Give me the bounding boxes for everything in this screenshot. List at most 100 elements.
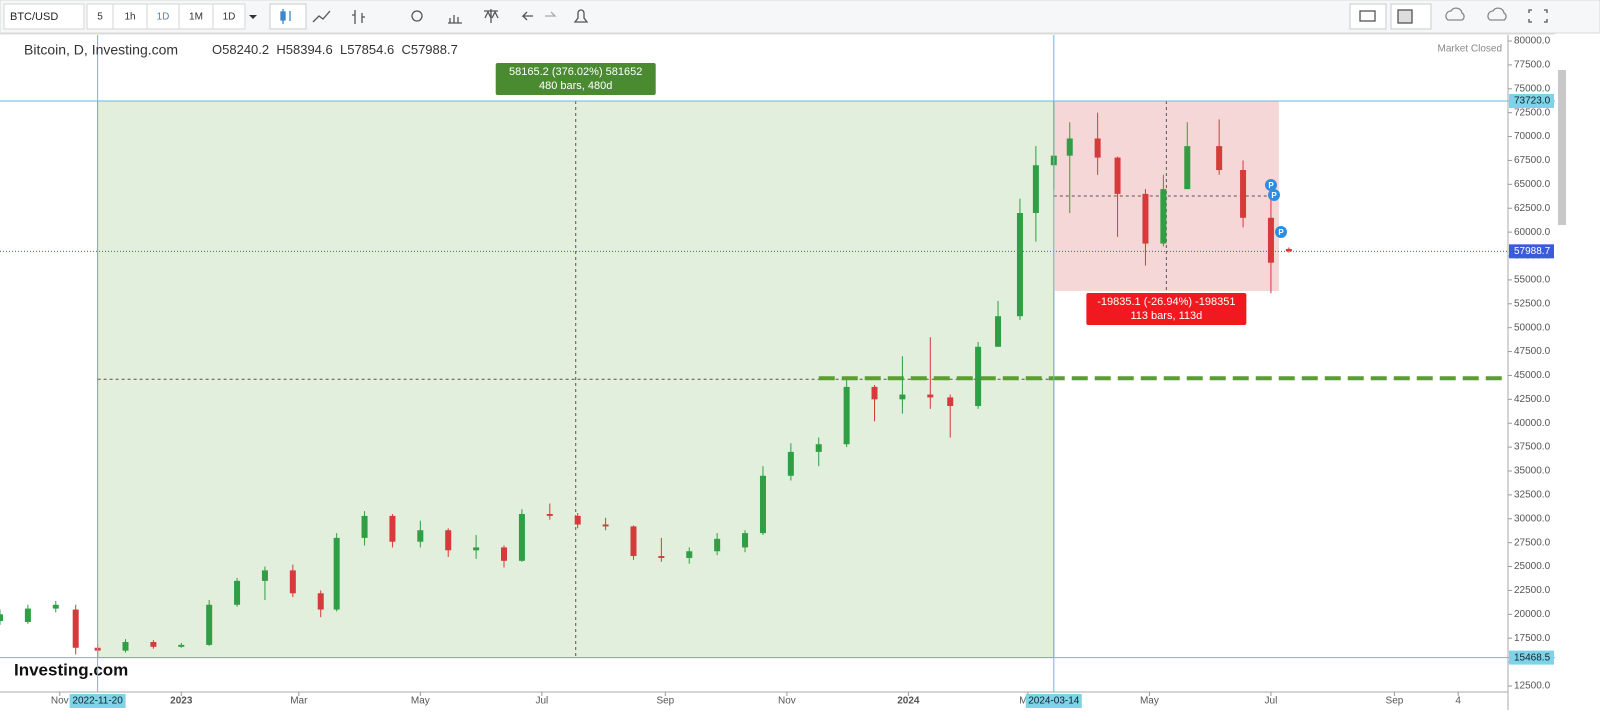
date-highlight-label: 2022-11-20 [72,696,123,707]
ohlc-value: 58394.6 [286,42,333,57]
event-marker[interactable] [1275,226,1287,238]
x-tick-label: Sep [1386,696,1404,707]
icon[interactable] [521,11,533,21]
icon [280,11,286,21]
y-tick-label: 40000.0 [1514,418,1551,429]
ohlc-value: 57854.6 [347,42,394,57]
candle-body [518,513,525,561]
candle-body [714,538,721,552]
y-tick-label: 62500.0 [1514,203,1551,214]
candle-body [473,547,480,551]
icon[interactable] [545,11,557,17]
y-tick-label: 72500.0 [1514,107,1551,118]
candle-body [759,475,766,534]
icon[interactable] [1528,9,1548,23]
watermark: Investing.com [14,660,128,679]
ohlc-value: 57988.7 [411,42,458,57]
y-tick-label: 50000.0 [1514,322,1551,333]
x-tick-label: Jul [1265,696,1278,707]
x-tick-label: Nov [778,696,796,707]
icon[interactable] [1445,7,1465,21]
interval-button[interactable] [112,3,148,30]
y-tick-label: 65000.0 [1514,179,1551,190]
interval-label: 1M [189,12,203,23]
candle-body [500,547,507,561]
candle-body [630,526,637,557]
icon[interactable] [573,9,589,23]
x-tick-label: Sep [656,696,674,707]
icon [312,10,331,23]
icon[interactable] [411,10,423,22]
candle-body [1142,193,1149,244]
y-tick-label: 60000.0 [1514,227,1551,238]
candle-body [1216,146,1223,171]
y-tick-label: 55000.0 [1514,275,1551,286]
y-tick-label: 47500.0 [1514,346,1551,357]
x-tick-label: May [411,696,430,707]
y-tick-label: 30000.0 [1514,513,1551,524]
ohlc-key: C [401,42,410,57]
x-tick-label: Mar [290,696,308,707]
icon [352,10,365,24]
y-tick-label: 80000.0 [1514,36,1551,47]
ohlc-legend: O58240.2 H58394.6 L57854.6 C57988.7 [212,42,458,57]
y-tick-label: 22500.0 [1514,585,1551,596]
legend-gap [333,42,340,57]
candle-body [150,642,157,647]
symbol[interactable]: BTC/USD [10,11,58,23]
screenshot[interactable] [1349,3,1387,30]
candle-body [417,530,424,542]
candle-body [261,570,268,581]
y-tick-label: 70000.0 [1514,131,1551,142]
event-marker[interactable] [1265,179,1277,191]
event-marker[interactable] [1268,189,1280,201]
dropdown [249,15,257,19]
interval-label: 1h [124,12,135,23]
icon[interactable] [448,15,462,24]
x-tick-label: 2024 [897,696,920,707]
measure-label-box [1086,292,1247,325]
candle-body [602,524,609,527]
candle-body [1267,217,1274,263]
interval-button[interactable] [146,3,180,30]
y-tick-label: 37500.0 [1514,442,1551,453]
y-tick-label: 52500.0 [1514,298,1551,309]
icon[interactable] [484,9,499,23]
x-tick-label: Nov [51,696,69,707]
interval-label: 1D [223,12,236,23]
chart-title: Bitcoin, D, Investing.com [24,42,178,58]
y-tick-label: 67500.0 [1514,155,1551,166]
candle-body [234,580,241,605]
price-highlight-label: 73723.0 [1514,96,1551,107]
y-tick-label: 17500.0 [1514,633,1551,644]
icon[interactable] [1487,7,1507,21]
price-highlight [1509,650,1554,665]
candle-body [445,530,452,551]
scrollbar[interactable] [1558,70,1566,225]
date-highlight [1025,694,1082,708]
event-marker-label: P [1268,181,1274,190]
y-tick-label: 12500.0 [1514,681,1551,692]
measure-label: 113 bars, 113d [1130,310,1202,322]
last-price-tag [1509,244,1554,259]
candle-body [317,593,324,610]
candle-body [574,515,581,525]
measure-label: -19835.1 (-26.94%) -198351 [1097,296,1235,308]
price-highlight-label: 15468.5 [1514,652,1551,663]
interval-button[interactable] [212,3,246,30]
measure-label: 58165.2 (376.02%) 581652 [509,66,642,78]
candle-body [742,533,749,548]
symbol-box[interactable] [3,3,85,30]
y-tick-label: 32500.0 [1514,490,1551,501]
y-tick-label: 20000.0 [1514,609,1551,620]
interval-buttons: 5 1h 1D 1M 1D [86,3,257,30]
x-tick-label: May [1140,696,1159,707]
x-tick-label: Jul [535,696,548,707]
interval-button[interactable] [178,3,214,30]
candle-type[interactable] [269,3,307,30]
candle-body [24,608,31,622]
candle-body [289,570,296,594]
candle-body [1032,165,1039,214]
